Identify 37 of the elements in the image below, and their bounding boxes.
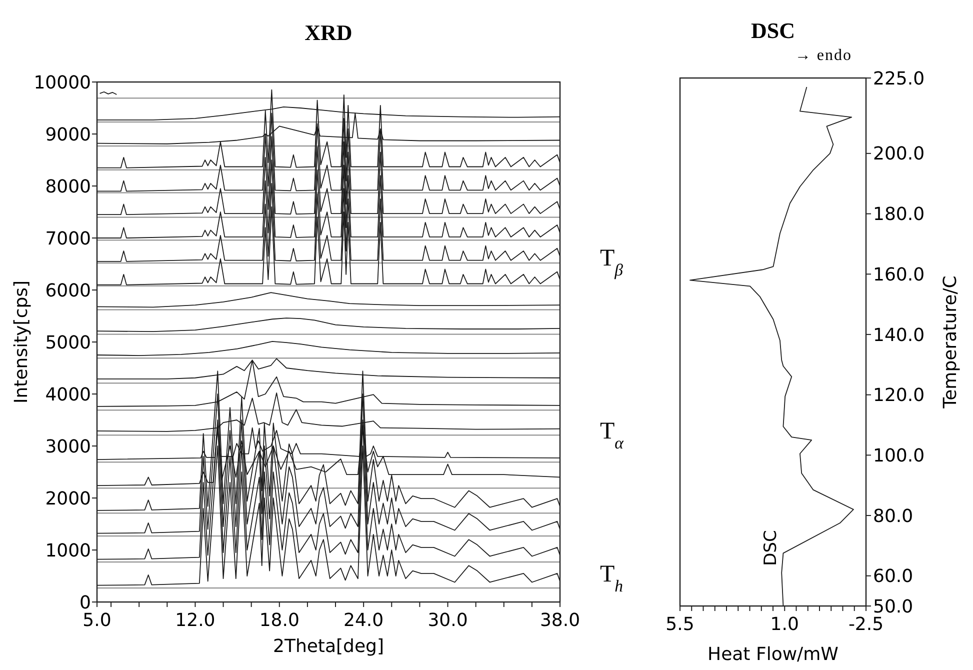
x-tick-label: 18.0 — [259, 610, 300, 631]
x-axis-title: Heat Flow/mW — [708, 644, 839, 665]
text: T$_{h}$ — [600, 561, 624, 595]
y-tick-label: 120.0 — [873, 385, 925, 406]
y-tick-label: 4000 — [45, 384, 91, 406]
x-tick-label: 24.0 — [344, 610, 384, 631]
y-tick-label: 140.0 — [873, 324, 925, 346]
x-tick-label: 30.0 — [428, 610, 468, 631]
text: T$_{α}$ — [600, 418, 625, 452]
x-tick-label: 5.5 — [666, 614, 694, 635]
x-tick-label: 12.0 — [175, 610, 216, 631]
y-tick-label: 10000 — [34, 72, 91, 94]
y-axis-title: Intensity[cps] — [11, 280, 32, 404]
y-tick-label: 160.0 — [873, 264, 925, 286]
y-tick-label: 3000 — [45, 436, 91, 458]
y-tick-label: 5000 — [45, 332, 91, 354]
y-tick-label: 80.0 — [873, 506, 914, 527]
y-tick-label: 100.0 — [873, 445, 925, 466]
y-tick-label: 7000 — [45, 228, 91, 250]
x-tick-label: 1.0 — [770, 614, 799, 635]
chart-title: XRD — [304, 20, 352, 45]
x-axis-title: 2Theta[deg] — [273, 636, 384, 657]
text: → endo — [794, 47, 852, 64]
chart-title: DSC — [750, 18, 796, 43]
y-tick-label: 6000 — [45, 280, 91, 302]
annotation: DSC — [761, 530, 781, 566]
y-tick-label: 60.0 — [873, 566, 914, 588]
y-tick-label: 9000 — [45, 124, 91, 146]
y-tick-label: 8000 — [45, 176, 91, 198]
y-tick-label: 180.0 — [873, 204, 925, 226]
y-axis-title: Temperature/C — [940, 276, 961, 410]
text: T$_{β}$ — [600, 245, 624, 279]
y-tick-label: 225.0 — [873, 68, 925, 90]
y-tick-label: 1000 — [45, 540, 91, 562]
x-tick-label: 38.0 — [540, 610, 580, 631]
y-tick-label: 2000 — [45, 488, 91, 510]
y-tick-label: 200.0 — [873, 144, 925, 165]
